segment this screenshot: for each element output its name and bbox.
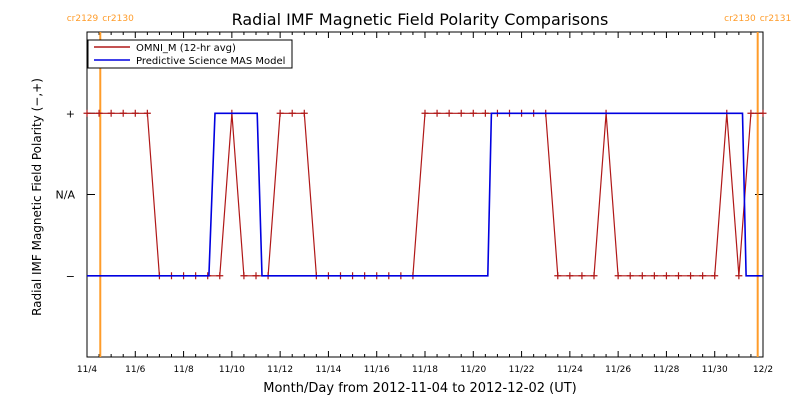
data-point-marker — [240, 272, 248, 280]
carrington-rotation-markers: cr2129 cr2130 cr2130 cr2131 — [67, 14, 792, 357]
x-tick-label: 11/18 — [412, 365, 438, 375]
x-axis-label: Month/Day from 2012-11-04 to 2012-12-02 … — [263, 381, 576, 396]
data-point-marker — [735, 272, 743, 280]
data-point-marker — [469, 109, 477, 117]
x-tick-label: 11/6 — [125, 365, 145, 375]
data-point-marker — [107, 109, 115, 117]
x-tick-label: 11/12 — [267, 365, 293, 375]
x-tick-label: 11/8 — [173, 365, 193, 375]
series-line-1 — [87, 112, 763, 277]
data-point-marker — [445, 109, 453, 117]
carrington-rotation-label: cr2130 — [724, 14, 756, 24]
data-point-marker — [421, 109, 429, 117]
data-point-marker — [276, 109, 284, 117]
legend-box — [87, 39, 293, 69]
data-point-marker — [300, 109, 308, 117]
carrington-rotation-label: cr2129 — [67, 14, 99, 24]
data-point-marker — [252, 272, 260, 280]
legend-label-mas: Predictive Science MAS Model — [136, 56, 285, 67]
x-tick-label: 11/22 — [509, 365, 535, 375]
data-point-marker — [578, 272, 586, 280]
data-point-marker — [566, 272, 574, 280]
data-point-marker — [143, 109, 151, 117]
chart-title: Radial IMF Magnetic Field Polarity Compa… — [232, 10, 609, 29]
data-point-marker — [638, 272, 646, 280]
legend: OMNI_M (12-hr avg) Predictive Science MA… — [87, 39, 293, 69]
data-point-marker — [481, 109, 489, 117]
data-point-marker — [83, 109, 91, 117]
data-point-marker — [554, 272, 562, 280]
data-point-marker — [457, 109, 465, 117]
data-point-marker — [288, 109, 296, 117]
data-point-marker — [216, 272, 224, 280]
carrington-rotation-label: cr2130 — [102, 14, 134, 24]
x-tick-label: 11/24 — [557, 365, 583, 375]
y-tick-label: + — [66, 107, 75, 120]
legend-label-omni: OMNI_M (12-hr avg) — [136, 43, 236, 54]
data-point-marker — [687, 272, 695, 280]
series-line-0 — [87, 112, 763, 277]
data-point-marker — [119, 109, 127, 117]
x-tick-label: 11/30 — [702, 365, 728, 375]
x-tick-label: 11/26 — [605, 365, 631, 375]
x-tick-label: 11/14 — [315, 365, 341, 375]
data-point-marker — [759, 109, 767, 117]
data-point-marker — [614, 272, 622, 280]
x-tick-label: 11/20 — [460, 365, 486, 375]
y-axis-label: Radial IMF Magnetic Field Polarity (−,+) — [30, 78, 44, 316]
data-point-marker — [650, 272, 658, 280]
data-point-marker — [131, 109, 139, 117]
y-tick-label: − — [66, 270, 75, 283]
data-point-marker — [95, 109, 103, 117]
data-point-marker — [662, 272, 670, 280]
series-layer — [83, 109, 767, 280]
data-point-marker — [675, 272, 682, 280]
data-point-marker — [433, 109, 441, 117]
x-tick-label: 11/10 — [219, 365, 245, 375]
x-tick-label: 11/28 — [653, 365, 679, 375]
y-tick-label: N/A — [56, 189, 76, 202]
x-tick-label: 11/16 — [364, 365, 390, 375]
axes: 11/4 11/6 11/8 11/10 11/12 11/14 11/16 11/18 11/… — [56, 32, 773, 375]
data-point-marker — [747, 109, 755, 117]
carrington-rotation-label: cr2131 — [760, 14, 792, 24]
x-tick-label: 12/2 — [753, 365, 773, 375]
data-point-marker — [711, 272, 719, 280]
data-point-marker — [699, 272, 707, 280]
plot-frame — [86, 31, 764, 358]
x-tick-label: 11/4 — [77, 365, 97, 375]
data-point-marker — [590, 272, 598, 280]
data-point-marker — [626, 272, 634, 280]
